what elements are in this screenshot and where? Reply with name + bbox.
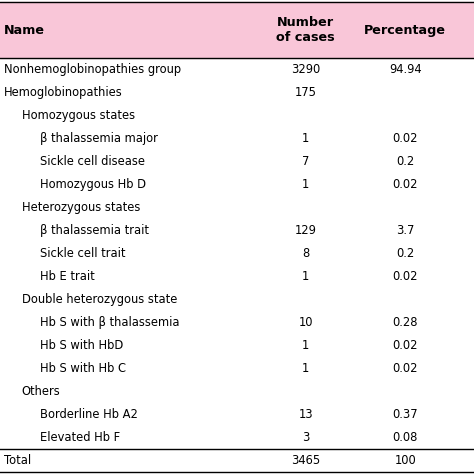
- Text: Elevated Hb F: Elevated Hb F: [40, 431, 120, 444]
- Text: β thalassemia trait: β thalassemia trait: [40, 224, 149, 237]
- Text: 7: 7: [302, 155, 310, 168]
- Text: 13: 13: [299, 408, 313, 421]
- Text: 1: 1: [302, 362, 310, 375]
- Text: Sickle cell disease: Sickle cell disease: [40, 155, 145, 168]
- Text: Hb S with β thalassemia: Hb S with β thalassemia: [40, 316, 179, 329]
- Text: 0.2: 0.2: [396, 247, 414, 260]
- Text: 0.37: 0.37: [392, 408, 418, 421]
- Text: 94.94: 94.94: [389, 64, 421, 76]
- Text: 1: 1: [302, 178, 310, 191]
- Text: 3290: 3290: [291, 64, 320, 76]
- Text: Hb E trait: Hb E trait: [40, 270, 95, 283]
- Text: Nonhemoglobinopathies group: Nonhemoglobinopathies group: [4, 64, 181, 76]
- Text: 0.28: 0.28: [392, 316, 418, 329]
- Text: Double heterozygous state: Double heterozygous state: [22, 293, 177, 306]
- Text: 175: 175: [295, 86, 317, 99]
- Text: 0.02: 0.02: [392, 178, 418, 191]
- Text: Total: Total: [4, 454, 31, 466]
- Text: 0.02: 0.02: [392, 132, 418, 145]
- Text: 0.02: 0.02: [392, 270, 418, 283]
- Text: 1: 1: [302, 132, 310, 145]
- Text: Number
of cases: Number of cases: [276, 16, 335, 45]
- Text: Percentage: Percentage: [365, 24, 446, 37]
- Text: 0.02: 0.02: [392, 339, 418, 352]
- Text: β thalassemia major: β thalassemia major: [40, 132, 158, 145]
- Text: Hemoglobinopathies: Hemoglobinopathies: [4, 86, 123, 99]
- Text: Heterozygous states: Heterozygous states: [22, 201, 140, 214]
- Text: 0.08: 0.08: [392, 431, 418, 444]
- Text: Sickle cell trait: Sickle cell trait: [40, 247, 125, 260]
- Text: 3.7: 3.7: [396, 224, 414, 237]
- Text: Hb S with HbD: Hb S with HbD: [40, 339, 123, 352]
- Text: 1: 1: [302, 270, 310, 283]
- Text: Borderline Hb A2: Borderline Hb A2: [40, 408, 137, 421]
- Text: Name: Name: [4, 24, 45, 37]
- Text: 0.02: 0.02: [392, 362, 418, 375]
- Text: 129: 129: [295, 224, 317, 237]
- Text: Homozygous states: Homozygous states: [22, 109, 135, 122]
- Text: 3465: 3465: [291, 454, 320, 466]
- Text: Homozygous Hb D: Homozygous Hb D: [40, 178, 146, 191]
- Text: 3: 3: [302, 431, 310, 444]
- Text: 1: 1: [302, 339, 310, 352]
- Text: Others: Others: [22, 385, 61, 398]
- Bar: [0, 2, 474, 58]
- Text: 8: 8: [302, 247, 310, 260]
- Text: 100: 100: [394, 454, 416, 466]
- Text: 10: 10: [299, 316, 313, 329]
- Text: 0.2: 0.2: [396, 155, 414, 168]
- Text: Hb S with Hb C: Hb S with Hb C: [40, 362, 126, 375]
